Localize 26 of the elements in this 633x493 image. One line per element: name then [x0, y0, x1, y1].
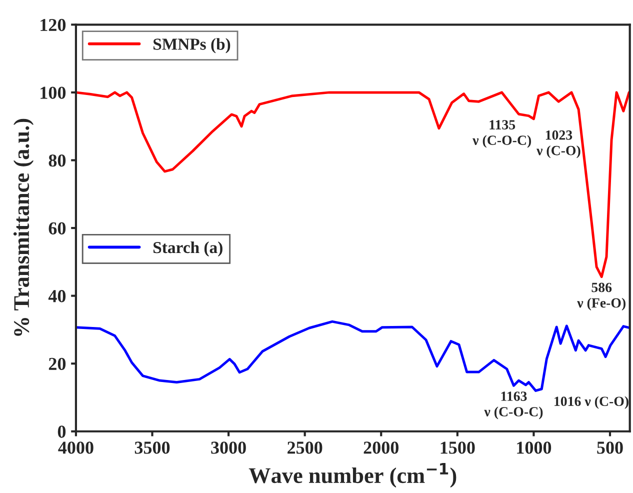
legend-label: SMNPs (b) [154, 38, 230, 54]
x-tick-label: 3000 [211, 442, 246, 454]
y-tick-label: 20 [48, 358, 66, 370]
legend-label: Starch (a) [154, 241, 222, 257]
annotation: 1016 ν (C-O) [554, 396, 628, 409]
line-series [76, 91, 630, 278]
y-axis-title: % Transmittance (a.u.) [13, 118, 34, 336]
y-tick-label: 120 [40, 18, 66, 32]
y-tick-label: 60 [48, 222, 66, 234]
y-tick-label: 0 [58, 426, 66, 438]
annotation: 586 ν (Fe-O) [577, 282, 626, 310]
line-series [76, 320, 630, 392]
x-tick-label: 1500 [440, 442, 475, 454]
annotation: 1163 ν (C-O-C) [484, 392, 543, 420]
y-tick-label: 100 [40, 86, 66, 99]
x-axis-title: Wave number (cm$^{−1}$) [248, 463, 456, 488]
x-tick-label: 2000 [364, 442, 398, 454]
annotation: 1135 ν (C-O-C) [472, 120, 531, 148]
annotation: 1023 ν (C-O) [536, 130, 580, 158]
x-tick-label: 1000 [517, 442, 552, 454]
y-tick-label: 40 [48, 290, 66, 302]
x-tick-label: 2500 [288, 442, 322, 454]
y-tick-label: 80 [48, 154, 66, 167]
x-tick-label: 3500 [134, 442, 170, 454]
x-tick-label: 500 [597, 442, 623, 454]
x-tick-label: 4000 [58, 442, 94, 454]
